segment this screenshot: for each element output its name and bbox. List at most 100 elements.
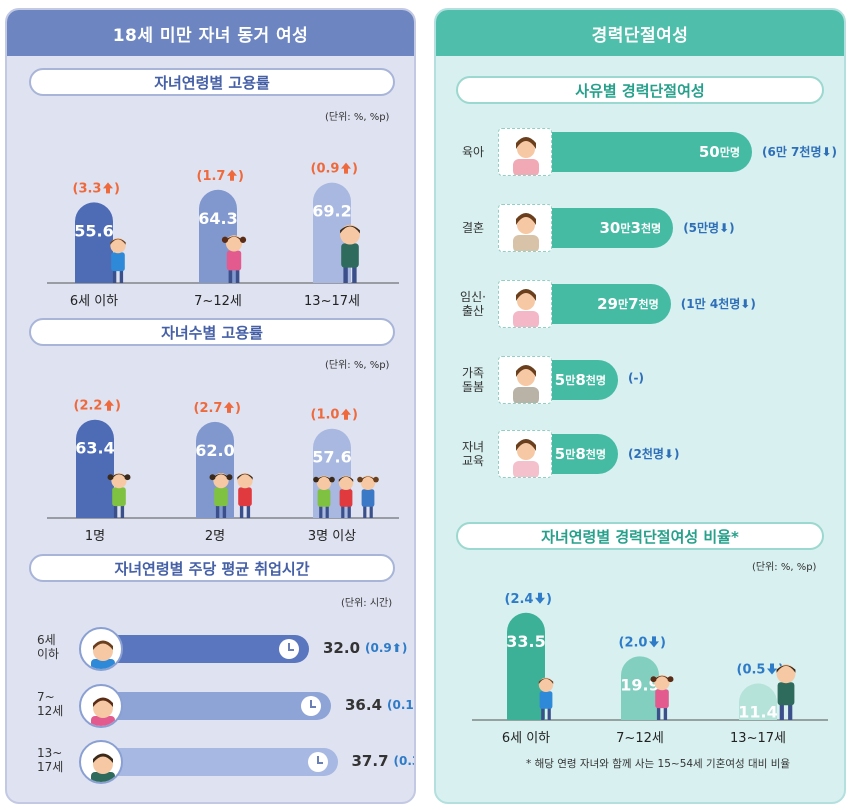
category-label: 6세 이하 [70,294,118,309]
child-figure-icon [209,472,233,518]
hours-value: 37.7 [351,752,389,770]
hours-bar [103,748,338,776]
reason-illustration [498,204,552,252]
hours-row: 13~ 17세 37.7(0.3⬇) [7,740,415,784]
down-arrow-icon [535,592,545,604]
change-label: (2.7 [194,401,223,416]
change-label: (0.9 [311,162,340,177]
hours-title: 자녀연령별 주당 평균 취업시간 [29,554,395,582]
bar-count_employment-0 [76,419,114,518]
bar-ratio-1 [621,656,659,720]
reason-bar: 29 만 7 천명 [552,284,671,324]
child-avatar [79,684,123,728]
category-label: 3명 이상 [308,529,356,544]
reason-category-label: 육아 [461,145,485,159]
child-face-icon [91,640,115,669]
reason-row: 육아 50 만명 (6만 7천명⬇) [436,128,844,176]
child-face-icon [91,753,115,782]
count-employment-title: 자녀수별 고용률 [29,318,395,346]
reason-change: (5만명⬇) [683,221,735,235]
category-label: 7~12세 [616,731,664,746]
hours-row: 7~ 12세 36.4(0.1⬇) [7,684,415,728]
change-paren: ) [235,401,241,416]
woman-figure-icon [513,439,539,477]
bar-value-label: 55.6 [74,221,113,240]
change-label: (2.2 [74,399,103,414]
hours-category-label: 6세 이하 [37,633,60,661]
clock-icon [301,696,321,716]
up-arrow-icon [227,169,237,181]
up-arrow-icon: ⬆ [391,641,402,655]
left-panel: 18세 미만 자녀 동거 여성 자녀연령별 고용률 (단위: %, %p) 55… [5,8,416,804]
ratio-unit: (단위: %, %p) [752,562,817,573]
up-arrow-icon [341,162,351,174]
child-figure-icon [221,235,247,283]
down-arrow-icon: ⬇ [719,221,730,235]
child-avatar [79,740,123,784]
category-label: 13~17세 [304,294,360,309]
reason-change: (6만 7천명⬇) [762,145,838,159]
ratio-chart: 33.5(2.4)6세 이하19.9(2.0)7~12세11.4(0.5)13~… [472,592,828,746]
category-label: 7~12세 [194,294,242,309]
hours-change: (0.3 [393,754,415,768]
category-label: 2명 [205,529,225,544]
change-paren: ) [352,162,358,177]
ratio-title: 자녀연령별 경력단절여성 비율* [456,522,824,550]
hours-value: 36.4 [345,696,383,714]
child-face-icon [91,697,115,726]
reason-category-label: 가족 돌봄 [461,366,485,394]
woman-figure-icon [513,137,539,175]
count-employment-unit: (단위: %, %p) [325,360,390,371]
change-label: (2.0 [619,635,648,650]
bar-age_employment-0 [75,202,113,283]
reason-category-label: 자녀 교육 [461,440,485,468]
left-panel-title: 18세 미만 자녀 동거 여성 [7,10,414,56]
footnote: * 해당 연령 자녀와 함께 사는 15~54세 기혼여성 대비 비율 [526,758,791,770]
child-figure-icon [338,475,354,518]
change-paren: ) [238,169,244,184]
bar-value-label: 69.2 [312,202,351,221]
child-figure-icon [340,224,360,283]
change-paren: ) [660,635,666,650]
child-figure-icon [110,237,126,283]
clock-icon [307,752,328,772]
age-employment-title: 자녀연령별 고용률 [29,68,395,96]
change-paren: ) [352,408,358,423]
hours-bar [103,692,331,720]
child-figure-icon [107,472,131,518]
down-arrow-icon [649,636,659,648]
reason-bar: 30 만 3 천명 [552,208,674,248]
reason-title: 사유별 경력단절여성 [456,76,824,104]
category-label: 6세 이하 [502,731,550,746]
child-figure-icon [313,475,335,518]
clock-icon [279,639,299,659]
reason-change: (-) [628,371,644,385]
child-figure-icon [650,674,674,720]
hours-category-label: 13~ 17세 [37,746,64,774]
woman-figure-icon [513,213,539,251]
reason-row: 결혼 30 만 3 천명 (5만명⬇) [436,204,844,252]
bar-ratio-0 [507,612,545,720]
child-figure-icon [776,664,796,720]
reason-illustration [498,280,552,328]
bar-value-label: 19.9 [620,675,659,694]
change-label: (2.4 [505,592,534,607]
bar-value-label: 33.5 [506,632,545,651]
child-figure-icon [237,472,253,518]
bar-value-label: 11.4 [738,703,777,722]
count-employment-chart: 63.4 (2.2) 1명 62.0 (2.7) 2명 57.6 (1.0) 3명 이상 [47,399,399,544]
woman-figure-icon [513,365,539,403]
reason-illustration [498,128,552,176]
reason-change: (1만 4천명⬇) [680,297,756,311]
change-paren: ) [114,181,120,196]
reason-change: (2천명⬇) [628,447,680,461]
hours-bar [103,635,309,663]
right-panel-title: 경력단절여성 [436,10,844,56]
bar-value-label: 62.0 [195,441,234,460]
child-figure-icon [357,475,379,518]
down-arrow-icon: ⬇ [414,698,415,712]
hours-unit: (단위: 시간) [341,598,393,609]
